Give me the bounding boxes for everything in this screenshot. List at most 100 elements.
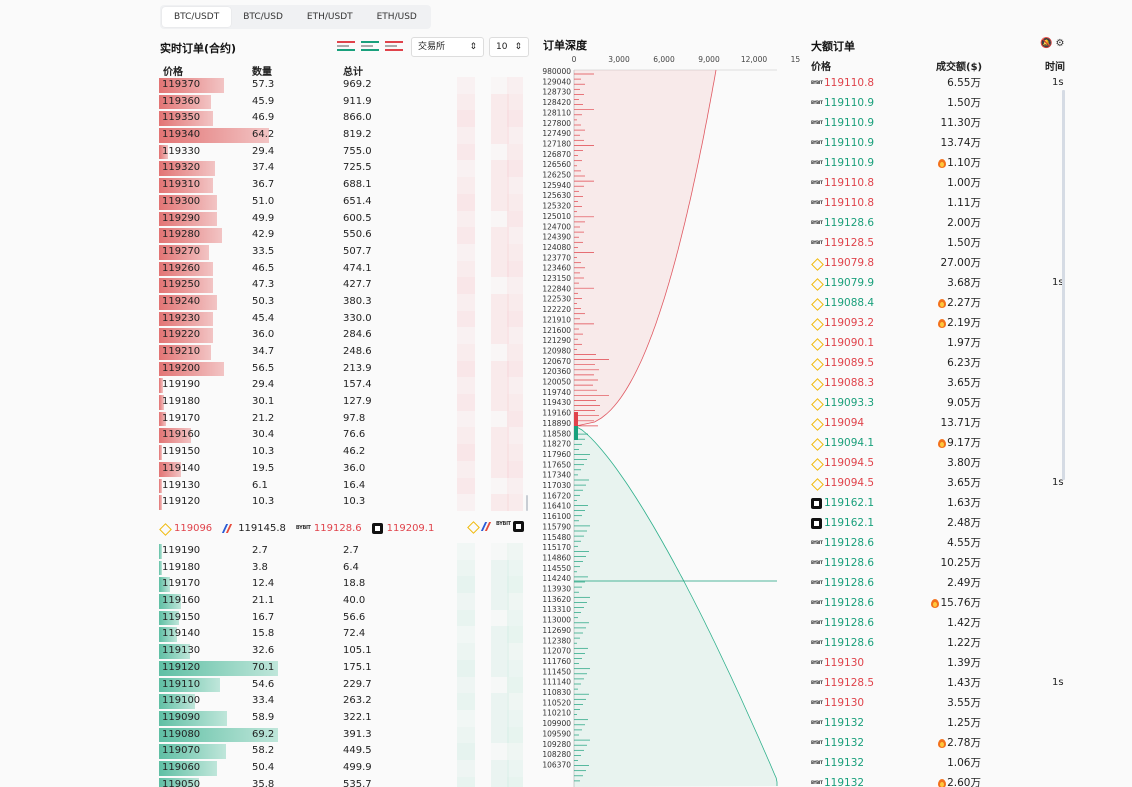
ask-row[interactable]: 119280 42.9 550.6: [159, 227, 527, 244]
depth-select[interactable]: 10 ⇕: [489, 37, 529, 57]
bid-row[interactable]: 119060 50.4 499.9: [159, 759, 527, 777]
ask-row[interactable]: 119140 19.5 36.0: [159, 460, 527, 478]
large-order-row[interactable]: BYBIT 119132 2.60万: [811, 773, 1071, 787]
large-order-row[interactable]: BYBIT 119128.6 10.25万: [811, 553, 1071, 573]
large-order-row[interactable]: 119093.3 9.05万: [811, 393, 1071, 413]
ask-row[interactable]: 119200 56.5 213.9: [159, 360, 527, 378]
order-book-title: 实时订单(合约): [160, 42, 237, 55]
large-order-row[interactable]: BYBIT 119132 1.06万: [811, 753, 1071, 773]
large-orders-scrollbar[interactable]: [1062, 90, 1065, 480]
large-order-row[interactable]: BYBIT 119128.6 2.00万: [811, 213, 1071, 233]
ask-row[interactable]: 119260 46.5 474.1: [159, 260, 527, 278]
large-order-row[interactable]: BYBIT 119110.9 13.74万: [811, 133, 1071, 153]
large-order-row[interactable]: BYBIT 119132 2.78万: [811, 733, 1071, 753]
view-bids-icon[interactable]: [361, 40, 379, 52]
bid-qty: 70.1: [252, 661, 275, 673]
bid-row[interactable]: 119140 15.8 72.4: [159, 626, 527, 644]
bid-row[interactable]: 119160 21.1 40.0: [159, 593, 527, 610]
large-order-row[interactable]: 119093.2 2.19万: [811, 313, 1071, 333]
ask-row[interactable]: 119160 30.4 76.6: [159, 427, 527, 445]
tab-btc-usdt[interactable]: BTC/USDT: [162, 7, 232, 27]
large-order-row[interactable]: BYBIT 119128.6 1.22万: [811, 633, 1071, 653]
view-both-icon[interactable]: [337, 40, 355, 52]
large-order-row[interactable]: 119162.1 2.48万: [811, 513, 1071, 533]
bid-row[interactable]: 119150 16.7 56.6: [159, 609, 527, 627]
large-order-row[interactable]: 119079.9 3.68万 1s: [811, 273, 1071, 293]
large-order-row[interactable]: 119088.3 3.65万: [811, 373, 1071, 393]
bybit-exchange: BYBIT: [811, 693, 823, 713]
large-order-row[interactable]: 119094 13.71万: [811, 413, 1071, 433]
ask-row[interactable]: 119330 29.4 755.0: [159, 143, 527, 161]
bid-row[interactable]: 119050 35.8 535.7: [159, 776, 527, 787]
large-order-row[interactable]: BYBIT 119130 3.55万: [811, 693, 1071, 713]
ask-row[interactable]: 119220 36.0 284.6: [159, 327, 527, 344]
bid-row[interactable]: 119100 33.4 263.2: [159, 693, 527, 710]
large-order-row[interactable]: BYBIT 119130 1.39万: [811, 653, 1071, 673]
ask-row[interactable]: 119180 30.1 127.9: [159, 394, 527, 411]
bid-row[interactable]: 119070 58.2 449.5: [159, 743, 527, 760]
bell-off-icon[interactable]: 🔕: [1040, 38, 1053, 49]
bid-row[interactable]: 119180 3.8 6.4: [159, 559, 527, 577]
x-tick-label: 12,000: [741, 55, 767, 64]
large-order-row[interactable]: BYBIT 119110.8 1.11万: [811, 193, 1071, 213]
bid-row[interactable]: 119170 12.4 18.8: [159, 576, 527, 594]
exchange-select[interactable]: 交易所 ⇕: [411, 37, 484, 57]
ask-row[interactable]: 119340 64.2 819.2: [159, 127, 527, 144]
bid-price: 119110: [162, 678, 201, 690]
ask-row[interactable]: 119360 45.9 911.9: [159, 93, 527, 111]
ask-row[interactable]: 119250 47.3 427.7: [159, 277, 527, 294]
ask-row[interactable]: 119270 33.5 507.7: [159, 243, 527, 261]
large-order-row[interactable]: 119162.1 1.63万: [811, 493, 1071, 513]
tab-btc-usd[interactable]: BTC/USD: [243, 12, 283, 22]
large-order-row[interactable]: 119089.5 6.23万: [811, 353, 1071, 373]
ask-row[interactable]: 119300 51.0 651.4: [159, 193, 527, 211]
large-order-row[interactable]: BYBIT 119128.6 15.76万: [811, 593, 1071, 613]
large-order-row[interactable]: BYBIT 119110.9 11.30万: [811, 113, 1071, 133]
binance-exchange: [811, 273, 823, 293]
ask-row[interactable]: 119240 50.3 380.3: [159, 293, 527, 311]
bid-row[interactable]: 119190 2.7 2.7: [159, 543, 527, 560]
ask-row[interactable]: 119350 46.9 866.0: [159, 110, 527, 128]
ask-row[interactable]: 119310 36.7 688.1: [159, 177, 527, 194]
gear-icon[interactable]: ⚙: [1055, 38, 1065, 49]
ask-row[interactable]: 119130 6.1 16.4: [159, 477, 527, 495]
bid-row[interactable]: 119110 54.6 229.7: [159, 676, 527, 694]
large-order-row[interactable]: BYBIT 119110.9 1.10万: [811, 153, 1071, 173]
bid-row[interactable]: 119120 70.1 175.1: [159, 659, 527, 677]
ask-row[interactable]: 119370 57.3 969.2: [159, 77, 527, 94]
y-tick-label: 123460: [542, 264, 571, 273]
large-order-row[interactable]: 119079.8 27.00万: [811, 253, 1071, 273]
ask-row[interactable]: 119290 49.9 600.5: [159, 210, 527, 228]
ask-row[interactable]: 119230 45.4 330.0: [159, 310, 527, 328]
large-order-row[interactable]: BYBIT 119128.6 1.42万: [811, 613, 1071, 633]
large-order-row[interactable]: BYBIT 119128.5 1.43万 1s: [811, 673, 1071, 693]
ask-row[interactable]: 119170 21.2 97.8: [159, 410, 527, 428]
okx-icon: [513, 521, 524, 532]
large-order-row[interactable]: 119094.5 3.65万 1s: [811, 473, 1071, 493]
ask-row[interactable]: 119320 37.4 725.5: [159, 160, 527, 178]
ask-row[interactable]: 119150 10.3 46.2: [159, 444, 527, 461]
large-order-row[interactable]: 119088.4 2.27万: [811, 293, 1071, 313]
view-asks-icon[interactable]: [385, 40, 403, 52]
ask-row[interactable]: 119190 29.4 157.4: [159, 377, 527, 395]
large-order-row[interactable]: BYBIT 119128.6 4.55万: [811, 533, 1071, 553]
large-order-row[interactable]: 119090.1 1.97万: [811, 333, 1071, 353]
bid-row[interactable]: 119090 58.9 322.1: [159, 709, 527, 727]
bybit-icon: BYBIT: [811, 560, 823, 565]
asks-scrollbar[interactable]: [526, 495, 528, 511]
bybit-icon: BYBIT: [811, 760, 823, 765]
large-order-row[interactable]: BYBIT 119110.9 1.50万: [811, 93, 1071, 113]
large-order-row[interactable]: BYBIT 119132 1.25万: [811, 713, 1071, 733]
large-order-row[interactable]: 119094.1 9.17万: [811, 433, 1071, 453]
large-order-row[interactable]: 119094.5 3.80万: [811, 453, 1071, 473]
tab-eth-usd[interactable]: ETH/USD: [376, 12, 417, 22]
large-order-row[interactable]: BYBIT 119128.5 1.50万: [811, 233, 1071, 253]
bid-row[interactable]: 119130 32.6 105.1: [159, 643, 527, 660]
large-order-row[interactable]: BYBIT 119128.6 2.49万: [811, 573, 1071, 593]
large-order-row[interactable]: BYBIT 119110.8 6.55万 1s: [811, 73, 1071, 93]
tab-eth-usdt[interactable]: ETH/USDT: [306, 12, 353, 22]
bid-row[interactable]: 119080 69.2 391.3: [159, 726, 527, 744]
ask-row[interactable]: 119210 34.7 248.6: [159, 344, 527, 361]
large-order-row[interactable]: BYBIT 119110.8 1.00万: [811, 173, 1071, 193]
ask-row[interactable]: 119120 10.3 10.3: [159, 494, 527, 511]
